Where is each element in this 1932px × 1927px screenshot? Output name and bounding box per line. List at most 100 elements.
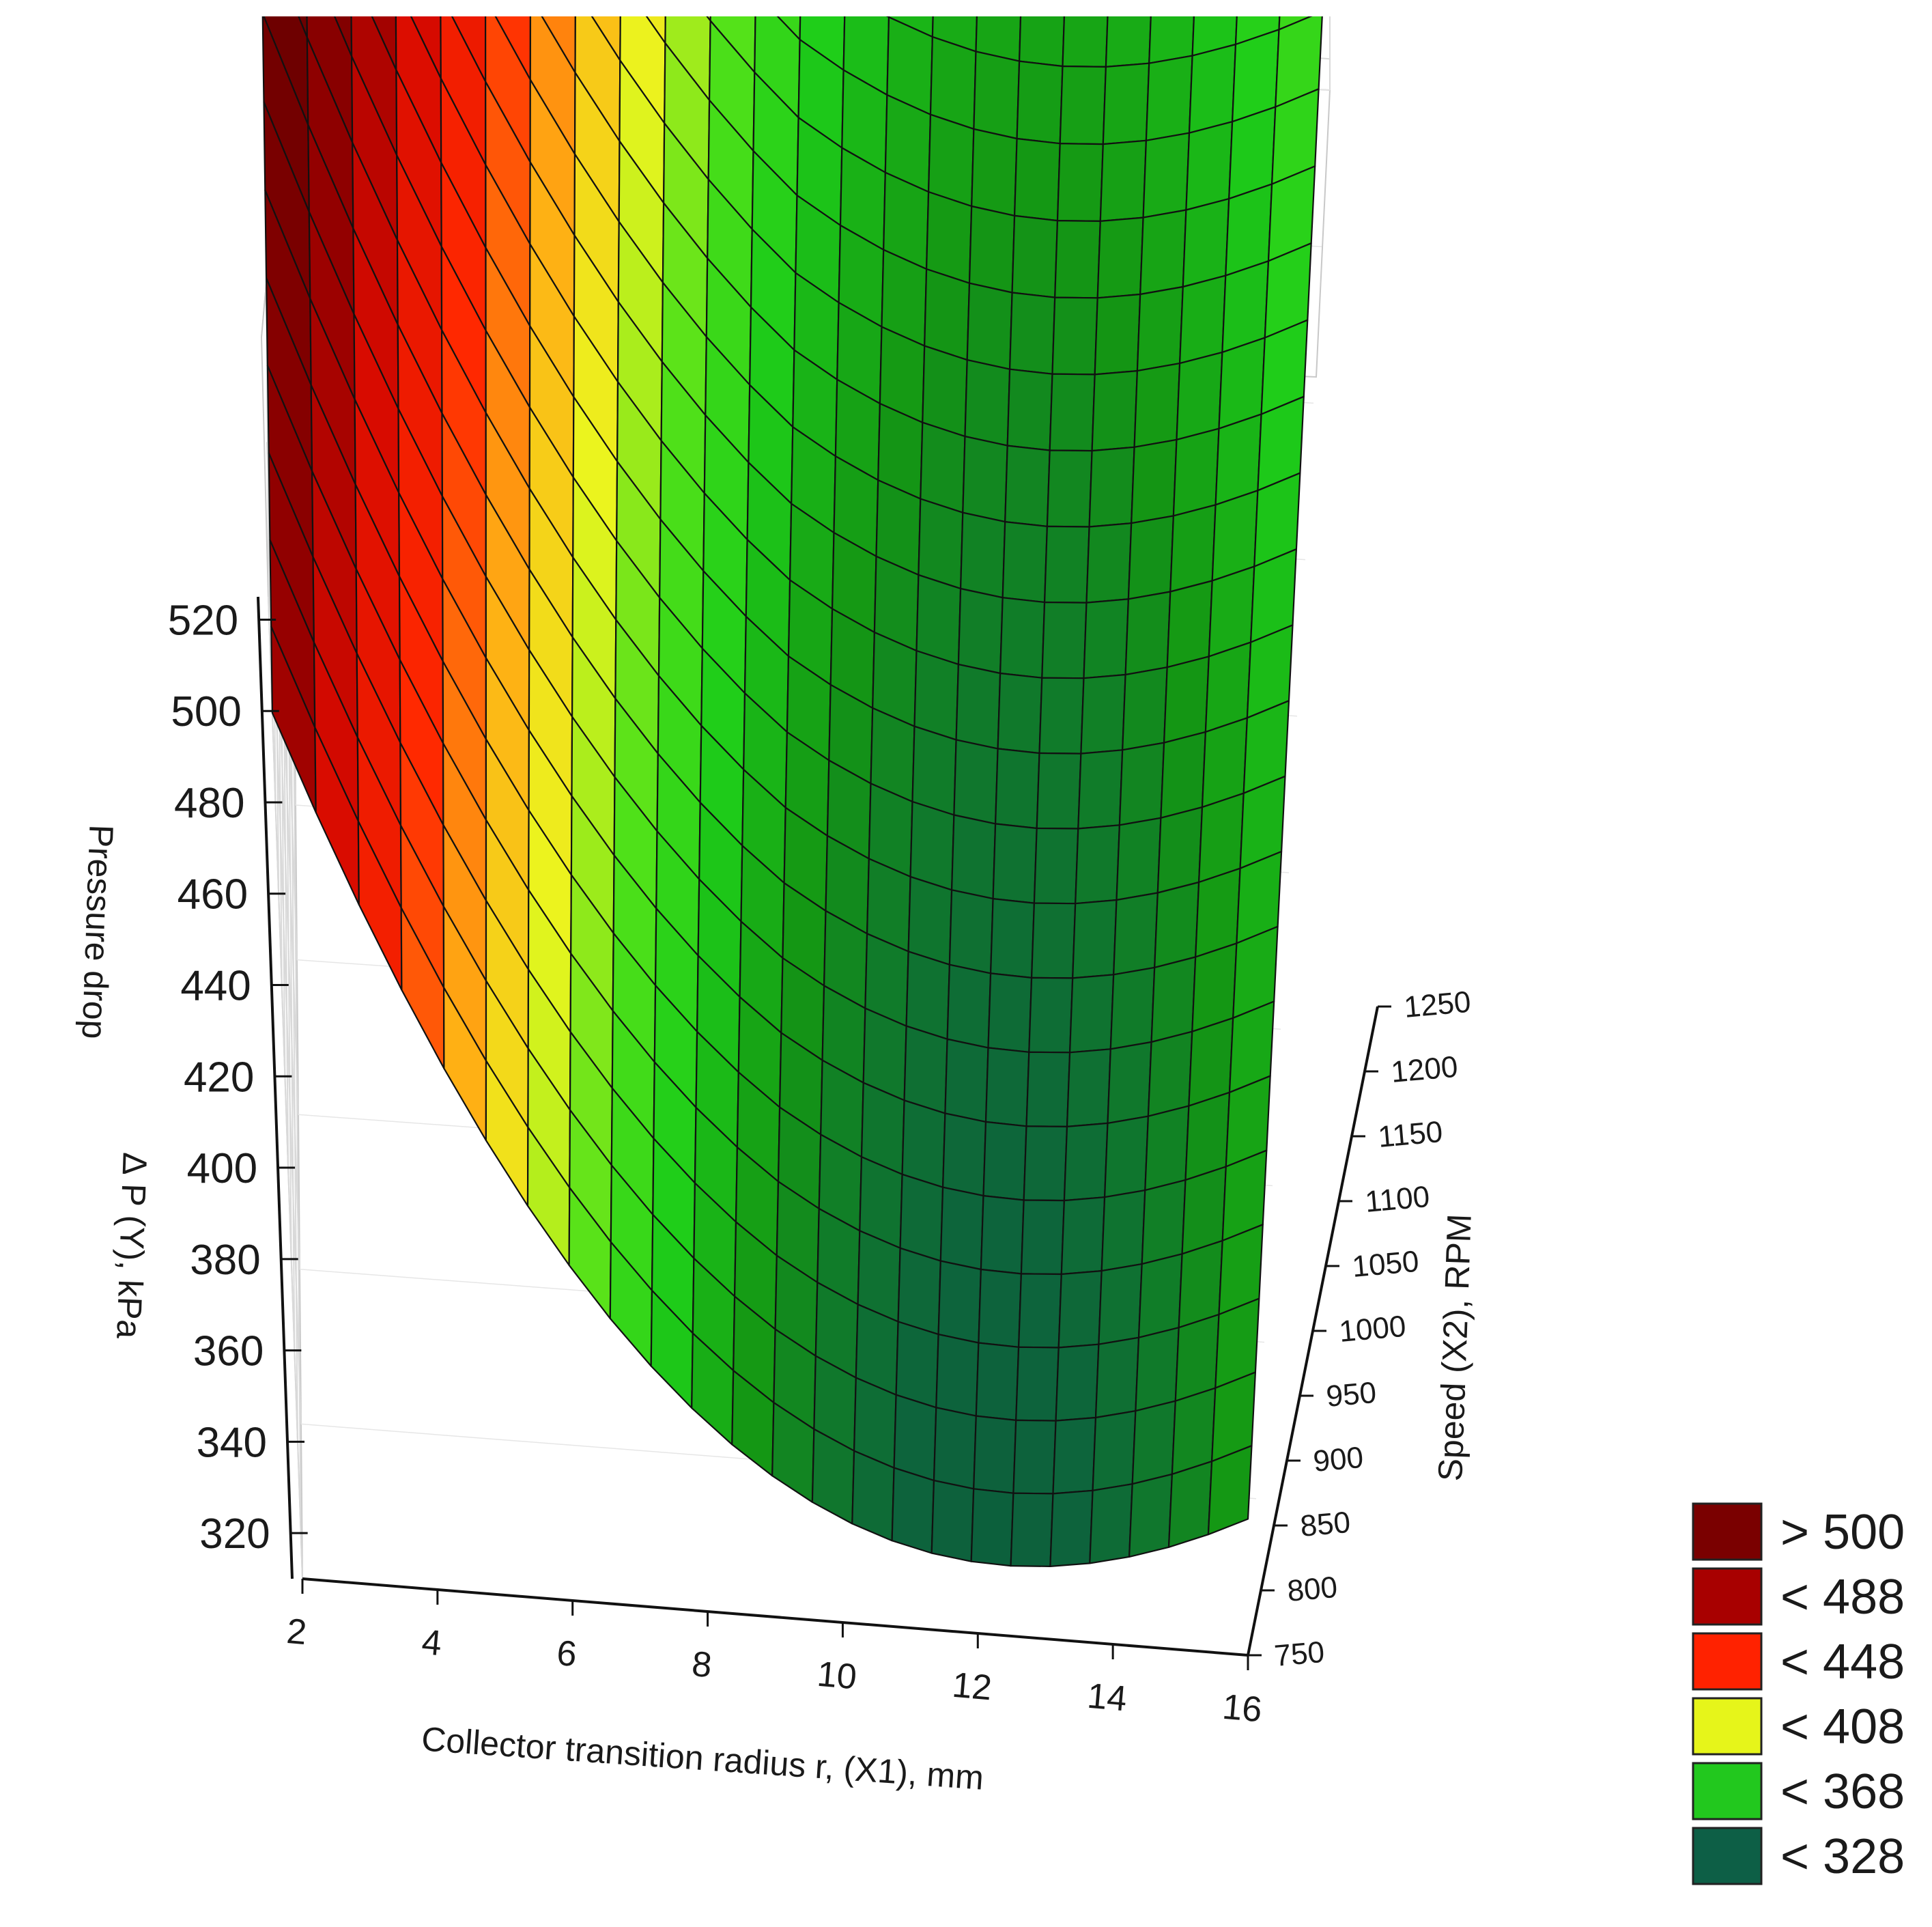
z-axis-title-line2: ∆ P (Y), kPa bbox=[109, 1153, 154, 1339]
x-tick-label: 2 bbox=[285, 1612, 309, 1652]
surface-cell bbox=[895, 1321, 939, 1409]
surface-cell bbox=[1083, 598, 1130, 679]
surface-cell bbox=[1062, 16, 1109, 68]
surface-cell bbox=[944, 1038, 989, 1123]
surface-cell bbox=[1013, 137, 1061, 222]
surface-cell bbox=[968, 205, 1016, 294]
surface-cell bbox=[1185, 121, 1234, 211]
surface-cell bbox=[1133, 363, 1181, 448]
surface-cell bbox=[1023, 1125, 1068, 1202]
tick-labels: 320 340 360 380 400 420 440 460 480 500 520 2 4 6 8 10 1… bbox=[168, 597, 1473, 1730]
surface-cell bbox=[1098, 1263, 1143, 1345]
z-tick-label: 440 bbox=[180, 963, 251, 1010]
surface-cell bbox=[971, 128, 1018, 216]
surface-cell bbox=[1103, 1115, 1150, 1198]
surface-cell bbox=[1036, 752, 1082, 830]
surface-cell bbox=[1118, 742, 1165, 826]
surface-cell bbox=[1094, 293, 1141, 376]
surface-cell bbox=[1109, 966, 1156, 1050]
x-axis-title: Collector transition radius r, (X1), mm bbox=[421, 1719, 985, 1797]
surface-cell bbox=[1122, 666, 1168, 751]
surface-cell bbox=[929, 36, 977, 130]
surface-cell bbox=[1094, 1336, 1140, 1419]
surface-cell bbox=[1131, 438, 1178, 524]
surface-cell bbox=[1163, 656, 1210, 744]
surface-cell bbox=[1077, 749, 1124, 830]
surface-cell bbox=[1006, 368, 1053, 451]
y-tick-label: 1250 bbox=[1403, 985, 1473, 1024]
y-tick-label: 900 bbox=[1312, 1441, 1365, 1478]
surface-cell bbox=[1156, 806, 1204, 894]
surface-cell bbox=[1056, 143, 1104, 222]
surface-cell bbox=[899, 1173, 944, 1262]
z-axis-title-line1: Pressure drop bbox=[75, 824, 121, 1040]
surface-cell bbox=[935, 1333, 980, 1417]
surface-cell bbox=[1046, 449, 1093, 528]
response-surface bbox=[261, 16, 1323, 1567]
surface-cell bbox=[1051, 296, 1098, 376]
y-tick-label: 1050 bbox=[1351, 1245, 1421, 1284]
legend-swatch bbox=[1692, 1762, 1763, 1820]
surface-cell bbox=[973, 1415, 1017, 1494]
surface-cell bbox=[1139, 209, 1187, 296]
z-tick-label: 500 bbox=[171, 688, 241, 735]
legend-swatch bbox=[1692, 1697, 1763, 1756]
surface-cell bbox=[1008, 292, 1056, 375]
surface-cell bbox=[1144, 1105, 1190, 1192]
surface-cell bbox=[1068, 974, 1115, 1054]
legend-swatch bbox=[1692, 1502, 1763, 1561]
surface-cell bbox=[939, 1186, 984, 1271]
y-tick-label: 950 bbox=[1325, 1376, 1378, 1413]
legend-label: < 408 bbox=[1780, 1700, 1905, 1754]
surface-cell bbox=[907, 875, 953, 966]
x-tick-label: 8 bbox=[690, 1644, 713, 1685]
surface-cell bbox=[1075, 824, 1121, 905]
surface-cell bbox=[1107, 1041, 1152, 1125]
surface-cell bbox=[992, 823, 1038, 904]
grid-line bbox=[282, 16, 296, 1351]
surface-cell bbox=[897, 1247, 941, 1336]
y-tick-label: 750 bbox=[1273, 1635, 1326, 1673]
surface-cell bbox=[1182, 198, 1230, 288]
surface-cell bbox=[1172, 427, 1220, 517]
surface-cell bbox=[970, 1488, 1014, 1567]
surface-cell bbox=[1080, 673, 1126, 755]
surface-cell bbox=[1102, 62, 1150, 145]
z-tick-label: 520 bbox=[168, 597, 238, 644]
surface-cell bbox=[997, 672, 1043, 755]
surface-cell bbox=[1181, 1166, 1227, 1255]
surface-cell bbox=[1150, 956, 1197, 1043]
surface-cell bbox=[1043, 525, 1090, 604]
z-tick-label: 380 bbox=[190, 1237, 260, 1284]
surface-cell bbox=[984, 1047, 1030, 1127]
surface-cell bbox=[1063, 1122, 1109, 1202]
surface-cell bbox=[1176, 351, 1223, 441]
surface-cell bbox=[1207, 1445, 1253, 1536]
x-tick-label: 10 bbox=[816, 1655, 859, 1698]
surface-cell bbox=[903, 1025, 948, 1114]
surface-cell bbox=[1116, 817, 1162, 901]
surface-cell bbox=[1001, 520, 1049, 604]
z-tick-label: 340 bbox=[197, 1419, 267, 1466]
surface-cell bbox=[1127, 515, 1175, 600]
surface-cell bbox=[978, 1268, 1023, 1348]
surface-cell bbox=[989, 897, 1036, 979]
x-tick-label: 16 bbox=[1221, 1687, 1264, 1730]
surface-cell bbox=[1028, 976, 1074, 1054]
surface-cell bbox=[924, 268, 971, 361]
surface-cell bbox=[1171, 1387, 1217, 1475]
z-tick-label: 320 bbox=[199, 1510, 270, 1558]
surface-chart: 320 340 360 380 400 420 440 460 480 500 520 2 4 6 8 10 1… bbox=[75, 16, 1905, 1885]
surface-cell bbox=[1142, 132, 1191, 219]
surface-cell bbox=[1145, 55, 1193, 141]
surface-cell bbox=[1016, 60, 1064, 145]
surface-cell bbox=[959, 511, 1006, 599]
surface-cell bbox=[1072, 899, 1118, 979]
surface-cell bbox=[1085, 522, 1133, 604]
surface-cell bbox=[1057, 1269, 1103, 1349]
surface-cell bbox=[1060, 1196, 1106, 1276]
legend-swatch bbox=[1692, 1827, 1763, 1885]
x-tick-label: 6 bbox=[555, 1633, 578, 1674]
surface-cell bbox=[1025, 1051, 1071, 1128]
